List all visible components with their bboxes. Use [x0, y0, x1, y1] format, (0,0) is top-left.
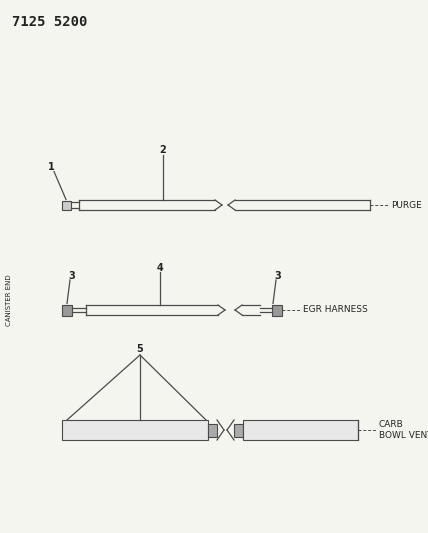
Text: 1: 1	[48, 163, 54, 173]
Bar	[243, 420, 358, 440]
Text: 5: 5	[137, 344, 143, 354]
Bar	[62, 200, 71, 209]
Bar	[208, 424, 217, 437]
Text: 3: 3	[68, 271, 75, 281]
Text: CARB
BOWL VENT: CARB BOWL VENT	[379, 421, 428, 440]
Bar	[62, 304, 72, 316]
Bar	[272, 304, 282, 316]
Text: PURGE: PURGE	[391, 200, 422, 209]
Text: EGR HARNESS: EGR HARNESS	[303, 305, 368, 314]
Bar	[234, 424, 243, 437]
Text: 3: 3	[275, 271, 281, 281]
Text: 4: 4	[157, 263, 163, 273]
Text: 2: 2	[160, 145, 166, 155]
Bar	[62, 420, 208, 440]
Text: CANISTER END: CANISTER END	[6, 274, 12, 326]
Text: 7125 5200: 7125 5200	[12, 15, 87, 29]
